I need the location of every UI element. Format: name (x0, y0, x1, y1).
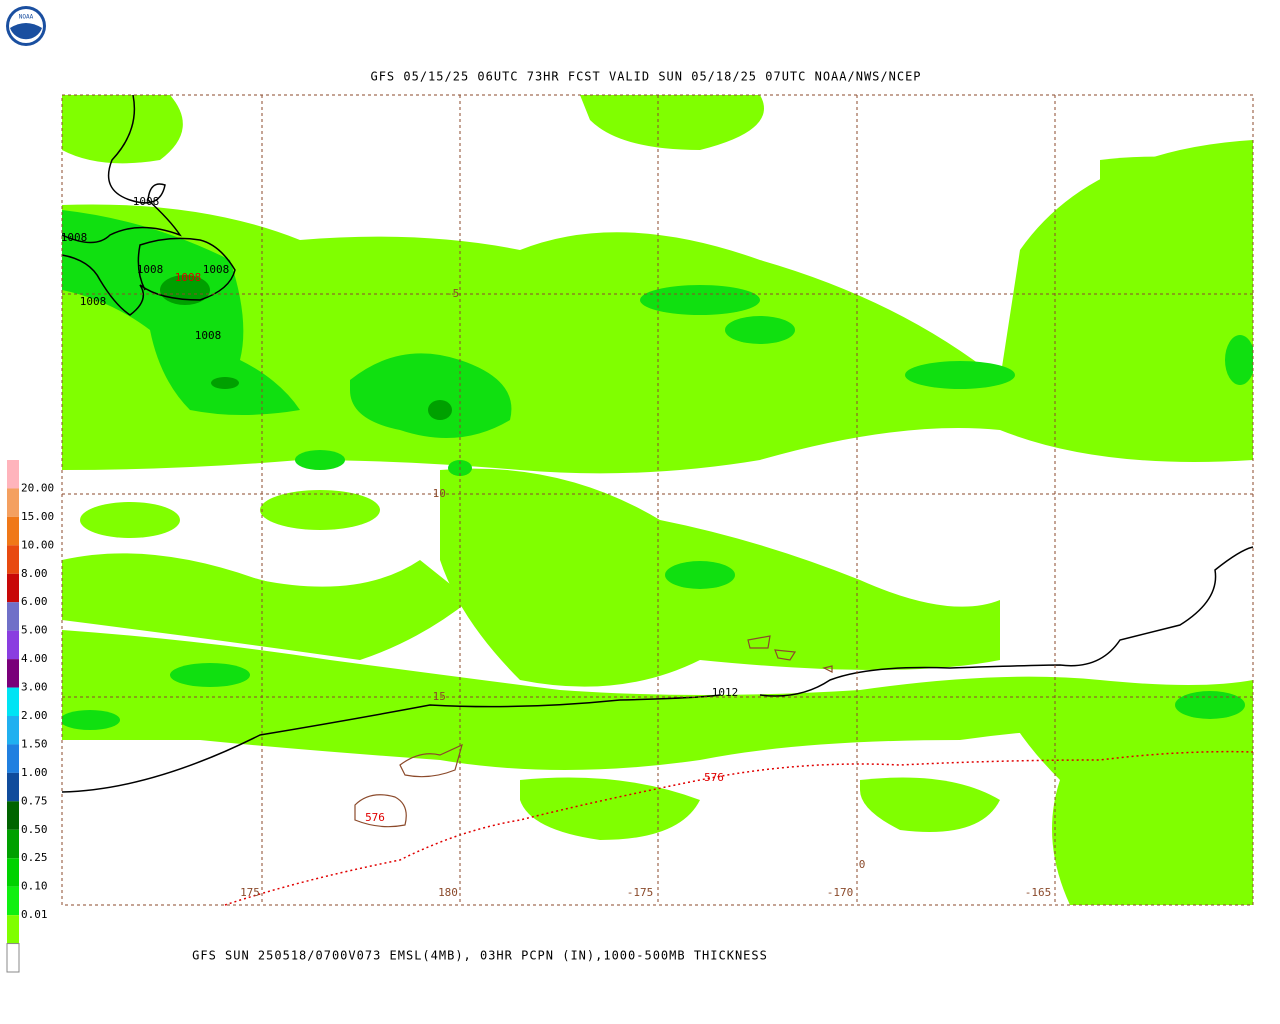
legend-label: 20.00 (21, 481, 54, 494)
legend-swatch (7, 545, 19, 574)
lon-label: -170 (827, 886, 854, 899)
contour-label: 1008 (80, 295, 107, 308)
contour-label: 576 (704, 771, 724, 784)
precip-field (62, 95, 1253, 905)
legend-swatch (7, 772, 19, 802)
lon-label: -175 (627, 886, 654, 899)
legend-label: 0.25 (21, 851, 48, 864)
legend-swatch (7, 488, 19, 517)
lon-label: -165 (1025, 886, 1052, 899)
legend-swatch (7, 460, 19, 489)
contour-label: 1008 (61, 231, 88, 244)
legend-swatch (7, 659, 19, 688)
pressure-contours (61, 94, 1254, 793)
legend-swatch (7, 829, 19, 859)
legend-swatch (7, 716, 19, 745)
logo-text: NOAA (19, 14, 34, 21)
legend-label: 0.01 (21, 908, 48, 921)
legend-swatch (7, 915, 19, 944)
contour-label: 1008 (137, 263, 164, 276)
legend-swatch (7, 687, 19, 716)
contour-label: 1012 (712, 686, 739, 699)
lon-label: 180 (438, 886, 458, 899)
legend-label: 4.00 (21, 652, 48, 665)
legend-label: 1.00 (21, 766, 48, 779)
legend-label: 10.00 (21, 538, 54, 551)
legend-swatch (7, 630, 19, 660)
contour-label-low: 1008 (175, 271, 202, 284)
lat-label: -5 (446, 287, 459, 300)
map-caption: GFS SUN 250518/0700V073 EMSL(4MB), 03HR … (192, 949, 768, 963)
contour-label: 0 (859, 858, 866, 871)
contour-label: 1008 (133, 195, 160, 208)
legend-label: 8.00 (21, 567, 48, 580)
contour-label: 576 (365, 811, 385, 824)
legend-swatch (7, 744, 19, 773)
legend-swatch (7, 516, 19, 546)
legend-label: 0.75 (21, 794, 48, 807)
thickness-contour (224, 750, 1254, 906)
legend-swatch (6, 943, 20, 973)
legend-label: 0.50 (21, 823, 48, 836)
legend-label: 6.00 (21, 595, 48, 608)
legend-swatch (7, 602, 19, 631)
coastlines (354, 635, 833, 828)
legend-label: 2.00 (21, 709, 48, 722)
legend-swatch (7, 801, 19, 830)
legend-label: 0.10 (21, 880, 48, 893)
noaa-logo: NOAA (6, 6, 46, 46)
legend-swatch (7, 573, 19, 603)
lon-label: 175 (240, 886, 260, 899)
legend-label: 15.00 (21, 510, 54, 523)
legend-label: 3.00 (21, 681, 48, 694)
legend-label: 5.00 (21, 624, 48, 637)
legend-swatch (7, 858, 19, 887)
legend-swatch (7, 886, 19, 916)
lat-lon-grid (61, 94, 1254, 906)
lat-label: -10 (426, 487, 446, 500)
contour-label: 1008 (203, 263, 230, 276)
map-title: GFS 05/15/25 06UTC 73HR FCST VALID SUN 0… (370, 70, 921, 84)
contour-label: 1008 (195, 329, 222, 342)
legend-label: 1.50 (21, 737, 48, 750)
lat-label: -15 (426, 690, 446, 703)
